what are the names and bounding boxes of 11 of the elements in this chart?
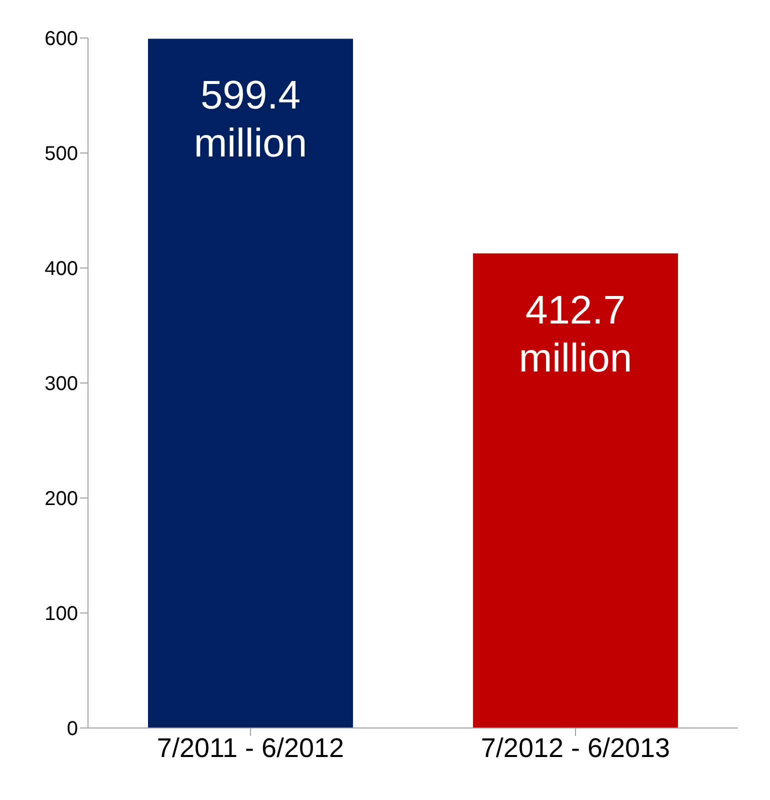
y-tick-label: 500 [44,143,78,166]
y-tick-label: 200 [44,488,78,510]
y-tick-label: 300 [44,373,78,396]
x-tick-label: 7/2011 - 6/2012 [156,733,344,764]
data-label: 412.7 million [518,288,632,380]
data-label: 599.4 million [194,74,308,166]
y-tick-label: 600 [44,28,78,50]
x-tick-label: 7/2012 - 6/2013 [480,733,670,764]
y-tick-label: 100 [44,603,78,626]
y-tick-label: 0 [66,718,78,740]
y-tick-label: 400 [44,258,78,280]
